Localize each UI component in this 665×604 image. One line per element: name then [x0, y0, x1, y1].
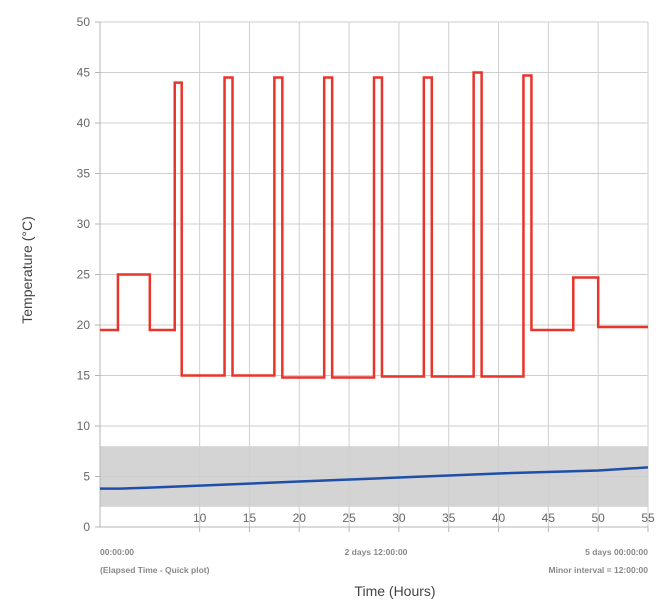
- y-tick-label: 15: [77, 369, 91, 383]
- y-tick-label: 50: [77, 15, 91, 29]
- footer-center-time: 2 days 12:00:00: [345, 547, 408, 557]
- x-tick-label: 15: [243, 511, 257, 525]
- series-layer: [100, 71, 648, 490]
- y-tick-label: 45: [77, 66, 91, 80]
- y-tick-label: 0: [83, 520, 90, 534]
- x-axis-label: Time (Hours): [354, 583, 435, 599]
- y-tick-label: 10: [77, 419, 91, 433]
- x-tick-label: 55: [641, 511, 655, 525]
- x-tick-label: 50: [592, 511, 606, 525]
- axis-layer: [95, 21, 649, 532]
- y-tick-label: 30: [77, 217, 91, 231]
- y-tick-label: 25: [77, 268, 91, 282]
- x-tick-label: 25: [342, 511, 356, 525]
- y-tick-label: 20: [77, 318, 91, 332]
- y-tick-label: 40: [77, 116, 91, 130]
- temperature-setpoint-line: [100, 71, 648, 379]
- y-tick-label: 5: [83, 470, 90, 484]
- y-axis-label: Temperature (°C): [19, 216, 35, 324]
- footer-left-time: 00:00:00: [100, 547, 134, 557]
- x-tick-label: 10: [193, 511, 207, 525]
- x-tick-label: 40: [492, 511, 506, 525]
- y-tick-label: 35: [77, 167, 91, 181]
- tick-label-layer: 0 5 10 15 20 25 30 35 40 45 50 10 15 20 25 30 35 40 45 50 55: [77, 15, 655, 534]
- x-tick-label: 30: [392, 511, 406, 525]
- footer-right-note: Minor interval = 12:00:00: [549, 565, 649, 575]
- x-tick-label: 20: [293, 511, 307, 525]
- x-tick-label: 35: [442, 511, 456, 525]
- footer-left-note: (Elapsed Time - Quick plot): [100, 565, 210, 575]
- measured-temperature-line: [100, 466, 648, 490]
- x-tick-label: 45: [542, 511, 556, 525]
- footer-right-time: 5 days 00:00:00: [585, 547, 648, 557]
